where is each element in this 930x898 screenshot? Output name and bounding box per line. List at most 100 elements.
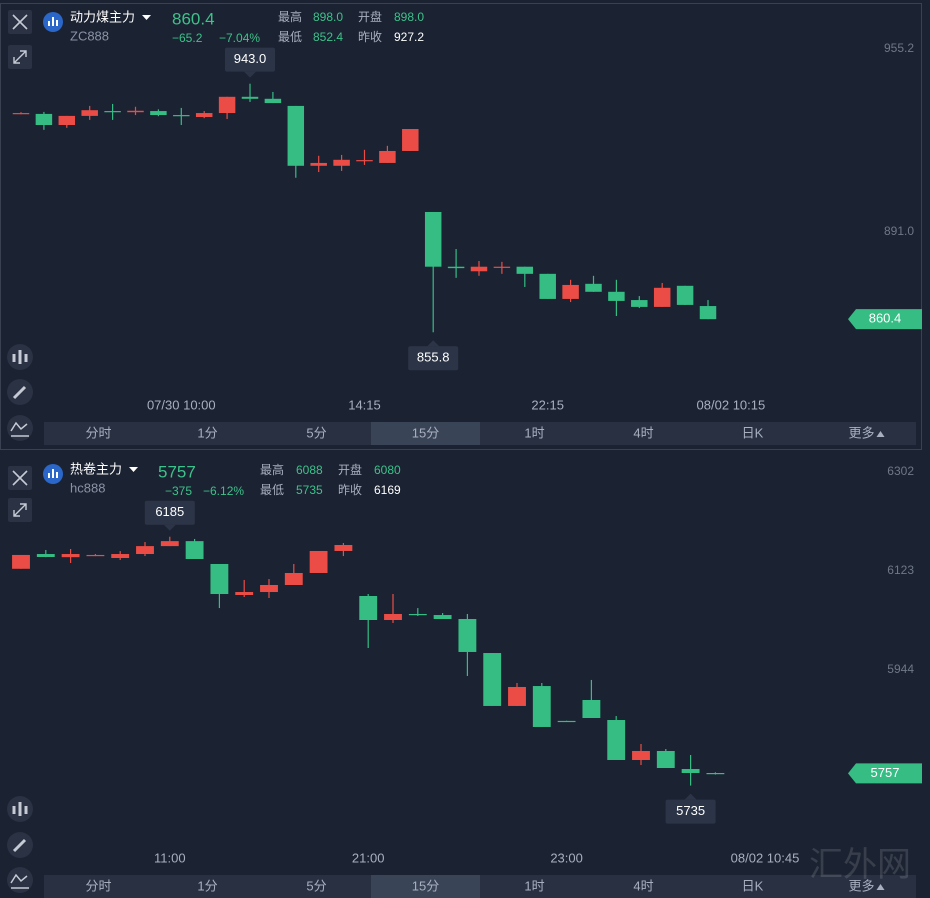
symbol-logo-bars (48, 17, 58, 26)
last-price-tag-label: 5757 (871, 765, 900, 780)
candle-body (608, 291, 625, 301)
stat-value: 6169 (374, 483, 401, 497)
expand-icon (13, 50, 27, 64)
candle-body (356, 160, 373, 162)
y-tick-label: 6302 (887, 464, 914, 478)
candle-body (173, 115, 190, 117)
last-price-tag-label: 860.4 (869, 311, 902, 326)
candle-body (333, 159, 350, 166)
timeframe-tab[interactable]: 更多 (848, 425, 874, 440)
stat-value: 5735 (296, 483, 323, 497)
candle-body (150, 111, 167, 116)
candle-body (12, 554, 30, 569)
extreme-label-pointer (163, 524, 176, 531)
stat-label: 昨收 (358, 30, 382, 44)
candle-body (241, 96, 259, 99)
candle-body (35, 113, 53, 126)
candle-body (235, 592, 254, 596)
timeframe-tab[interactable]: 1时 (524, 878, 544, 893)
symbol-dropdown[interactable] (142, 15, 152, 20)
timeframe-tab[interactable]: 分时 (85, 878, 111, 893)
symbol-logo-bars (48, 469, 58, 478)
chart-panel: 热卷主力 hc888 5757 −375 −6.12% 最高 6088 开盘 6080 最低 573… (7, 461, 922, 898)
line-icon (10, 873, 29, 889)
more-arrow (876, 884, 885, 890)
candle-body (539, 273, 556, 299)
candle-body (402, 129, 419, 151)
stat-label: 最低 (260, 483, 284, 497)
timeframe-tab[interactable]: 分时 (85, 425, 111, 440)
more-arrow (876, 431, 885, 437)
candle-body (218, 96, 236, 114)
timeframe-tab[interactable]: 5分 (306, 878, 326, 893)
candle-body (562, 284, 579, 299)
candle-body (656, 750, 675, 769)
symbol-code: ZC888 (70, 28, 109, 43)
extreme-label: 6185 (155, 504, 184, 519)
indicator-icon (12, 350, 28, 364)
timeframe-tab[interactable]: 15分 (412, 425, 439, 440)
candle-body (210, 563, 229, 595)
close-icon (12, 470, 28, 486)
symbol-dropdown[interactable] (129, 467, 139, 472)
extreme-label: 855.8 (417, 350, 450, 365)
timeframe-tab[interactable]: 日K (742, 878, 764, 893)
last-price: 860.4 (172, 9, 215, 28)
timeframe-tab[interactable]: 更多 (848, 878, 874, 893)
candle-body (458, 619, 477, 652)
candle-body (12, 113, 30, 115)
timeframe-tab[interactable]: 1分 (197, 425, 217, 440)
extreme-label-pointer (427, 340, 440, 347)
x-tick-label: 08/02 10:15 (697, 397, 766, 412)
candle-body (470, 266, 488, 272)
candle-body (493, 266, 511, 268)
extreme-label-pointer (684, 793, 697, 800)
timeframe-tab[interactable]: 4时 (633, 878, 653, 893)
candle-body (104, 111, 121, 113)
stat-label: 最高 (278, 9, 302, 24)
candle-body (681, 769, 700, 773)
candle-body (384, 613, 402, 621)
candle-body (508, 686, 526, 706)
extreme-label-box (144, 500, 195, 525)
stat-value: 898.0 (313, 10, 343, 24)
watermark-layer: 汇外网 (809, 846, 911, 884)
candle-body (61, 554, 80, 558)
candle-body (699, 306, 717, 320)
extreme-label-pointer (244, 71, 256, 78)
candle-body (557, 720, 576, 723)
extreme-label-box (225, 47, 275, 72)
price-change-pct: −6.12% (203, 484, 244, 498)
pencil-icon (12, 838, 27, 853)
candle-body (653, 287, 671, 307)
candle-body (111, 554, 130, 559)
candle-body (86, 554, 105, 557)
timeframe-tab[interactable]: 4时 (633, 425, 653, 440)
candle-body (58, 115, 76, 126)
extreme-label-box (665, 799, 716, 824)
timeframe-tab[interactable]: 日K (742, 425, 764, 440)
timeframe-tab[interactable]: 15分 (412, 878, 439, 893)
candle-body (631, 300, 648, 307)
candle-body (379, 150, 396, 163)
symbol-code: hc888 (70, 480, 105, 495)
candle-body (309, 550, 328, 573)
stat-label: 最高 (260, 462, 284, 477)
candle-body (582, 699, 601, 719)
x-tick-label: 07/30 10:00 (147, 397, 216, 412)
stat-value: 898.0 (394, 10, 424, 24)
y-tick-label: 6123 (887, 563, 914, 577)
candle-body (706, 772, 725, 775)
last-price-tag (848, 309, 922, 330)
candle-body (284, 572, 303, 585)
candle-body (127, 110, 144, 113)
timeframe-tab[interactable]: 1时 (524, 425, 544, 440)
candle-body (36, 554, 55, 558)
candle-body (287, 105, 305, 166)
timeframe-tab[interactable]: 5分 (306, 425, 326, 440)
candle-body (433, 615, 452, 620)
symbol-name[interactable]: 热卷主力 (70, 461, 122, 476)
x-tick-label: 11:00 (154, 850, 186, 865)
symbol-name[interactable]: 动力煤主力 (70, 9, 135, 24)
timeframe-tab[interactable]: 1分 (197, 878, 217, 893)
